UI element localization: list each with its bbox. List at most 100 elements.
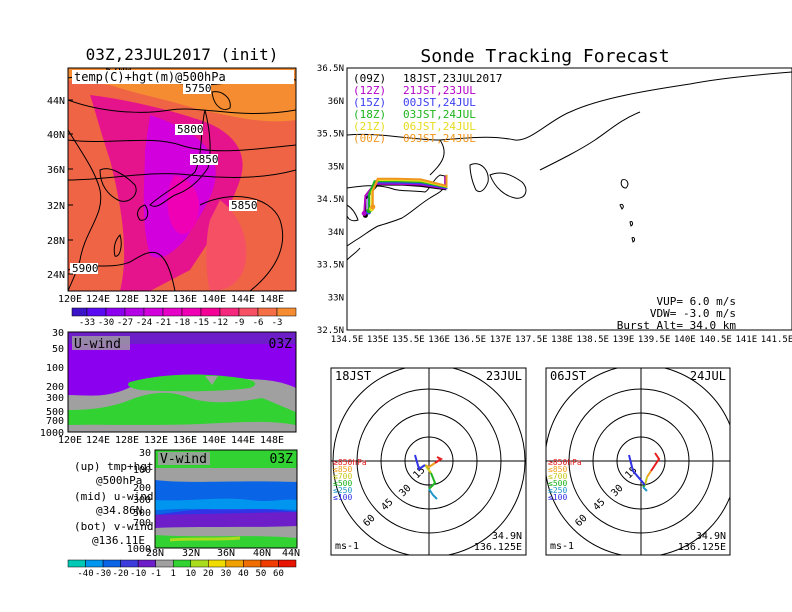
legend-run: (12Z) <box>353 84 386 97</box>
note-up: (up) tmp+hgt <box>74 460 153 473</box>
contour-label: 5850 <box>192 153 219 166</box>
track-landing-point <box>370 204 376 210</box>
colorbar-label: -30 <box>98 318 114 328</box>
colorbar-swatch <box>257 307 278 317</box>
legend-run: (18Z) <box>353 108 386 121</box>
lon-tick-label: 124E <box>86 435 110 446</box>
hodograph-trace <box>414 454 426 471</box>
track-line <box>371 174 448 207</box>
legend-label: 03JST,24JUL <box>403 108 476 121</box>
hodograph-unit: ms-1 <box>335 541 359 552</box>
note-bot: (bot) v-wind <box>74 520 153 533</box>
lon-tick-label: 136.5E <box>454 335 487 345</box>
lat-tick-label: 35.5N <box>317 130 344 140</box>
colorbar-swatch <box>172 559 192 568</box>
colorbar-label: -40 <box>77 569 93 579</box>
colorbar-swatch <box>181 307 202 317</box>
colorbar-label: 20 <box>203 569 214 579</box>
colorbar-swatch <box>260 559 279 568</box>
lat-tick-label: 35N <box>328 162 344 172</box>
lon-tick-label: 139.5E <box>638 335 671 345</box>
lon-tick-label: 128E <box>115 294 139 305</box>
lon-tick-label: 138E <box>551 335 573 345</box>
colorbar-label: -30 <box>95 569 111 579</box>
lon-tick-label: 134.5E <box>331 335 364 345</box>
colorbar-label: -33 <box>79 318 95 328</box>
legend-run: (09Z) <box>353 72 386 85</box>
colorbar-label: 50 <box>256 569 267 579</box>
colorbar-label: -24 <box>136 318 152 328</box>
lon-tick-label: 148E <box>260 294 284 305</box>
lat-tick-label: 24N <box>47 270 65 281</box>
colorbar-swatch <box>225 559 244 568</box>
lon-tick-label: 148E <box>260 435 284 446</box>
hodograph-trace <box>646 470 652 478</box>
lat-tick-label: 32N <box>47 201 65 212</box>
hodograph-trace <box>428 472 437 490</box>
track-map <box>347 68 792 330</box>
colorbar-label: -21 <box>155 318 171 328</box>
lon-tick-label: 135.5E <box>392 335 425 345</box>
vup-text: VUP= 6.0 m/s <box>657 295 736 308</box>
hodograph-lat: 34.9N <box>696 531 726 542</box>
pressure-level-label: ≤700 <box>333 472 352 481</box>
pressure-tick-label: 1000 <box>127 544 151 555</box>
vwind-title: V-wind <box>160 452 207 467</box>
colorbar-label: 10 <box>185 569 196 579</box>
legend-run: (15Z) <box>353 96 386 109</box>
vdw-text: VDW= -3.0 m/s <box>650 307 736 320</box>
burst-alt-text: Burst Alt= 34.0 km <box>617 319 737 332</box>
colorbar-swatch <box>219 307 240 317</box>
hodograph-trace <box>434 456 443 464</box>
lat-tick-label: 40N <box>47 130 65 141</box>
hodograph-trace <box>428 488 438 500</box>
lat-tick-label: 36N <box>47 165 65 176</box>
contour-label: 5900 <box>72 262 99 275</box>
hodograph-time: 06JST <box>550 369 586 383</box>
lon-tick-label: 136E <box>173 435 197 446</box>
lon-tick-label: 137E <box>490 335 512 345</box>
hodograph-trace <box>628 454 646 486</box>
lat-tick-label: 44N <box>47 96 65 107</box>
colorbar-label: -27 <box>117 318 133 328</box>
track-lines <box>361 174 448 218</box>
pressure-tick-label: 200 <box>46 382 64 393</box>
pressure-level-label: ≥850hPa <box>548 458 582 467</box>
pressure-level-label: ≤250 <box>333 486 352 495</box>
colorbar-swatch <box>105 307 126 317</box>
colorbar-label: -9 <box>234 318 245 328</box>
hodograph-unit: ms-1 <box>550 541 574 552</box>
lat-tick-label: 33N <box>328 293 344 303</box>
colorbar-label: -3 <box>272 318 283 328</box>
pressure-tick-label: 100 <box>133 465 151 476</box>
colorbar-swatch <box>137 559 156 568</box>
pressure-level-label: ≥850hPa <box>333 458 367 467</box>
colorbar-label: 30 <box>220 569 231 579</box>
pressure-level-label: ≤500 <box>333 479 352 488</box>
lat-tick-label: 28N <box>146 548 164 559</box>
lat-tick-label: 33.5N <box>317 261 344 271</box>
legend-label: 21JST,23JUL <box>403 84 476 97</box>
pressure-tick-label: 500 <box>46 407 64 418</box>
lat-tick-label: 44N <box>282 548 300 559</box>
pressure-tick-label: 500 <box>133 508 151 519</box>
temp-colorbar: -33 -30 -27 -24 -21 -18 -15 -12 -9 -6 -3 <box>71 307 297 328</box>
hodograph-trace <box>642 486 648 492</box>
vwind-panel <box>155 450 297 548</box>
right-title: Sonde Tracking Forecast <box>420 46 669 67</box>
hodograph-lon: 136.125E <box>474 542 522 553</box>
pressure-level-label: ≤250 <box>548 486 567 495</box>
hodograph-time: 18JST <box>335 369 371 383</box>
colorbar-label: -20 <box>112 569 128 579</box>
lat-tick-label: 32N <box>182 548 200 559</box>
colorbar-swatch <box>124 307 145 317</box>
colorbar-swatch <box>71 307 88 317</box>
legend-label: 00JST,24JUL <box>403 96 476 109</box>
track-landing-point <box>361 210 367 216</box>
wind-colorbar: -40 -30 -20 -10 -1 1 10 20 30 40 50 60 <box>67 559 297 579</box>
colorbar-label: 60 <box>273 569 284 579</box>
pressure-tick-label: 700 <box>133 518 151 529</box>
colorbar-swatch <box>276 307 297 317</box>
hodograph-trace <box>642 484 646 488</box>
colorbar-swatch <box>278 559 297 568</box>
